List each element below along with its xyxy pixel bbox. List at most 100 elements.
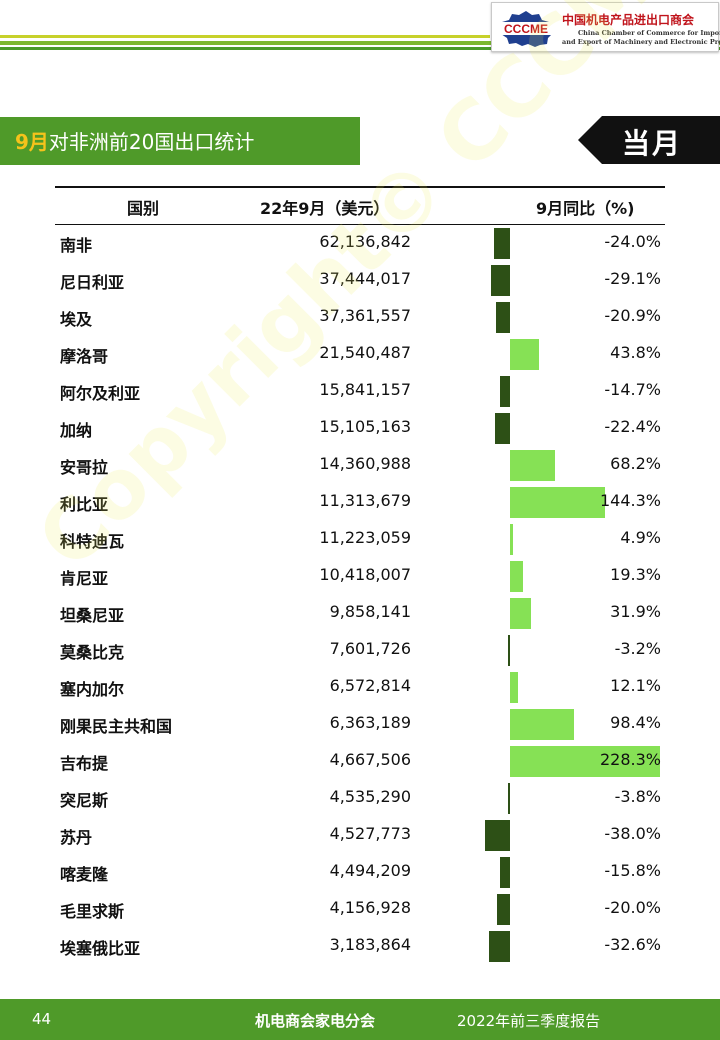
yoy-bar-negative xyxy=(490,265,510,296)
logo-english-line2: and Export of Machinery and Electronic P… xyxy=(562,38,720,46)
table-row: 突尼斯 4,535,290 -3.8% xyxy=(55,780,665,817)
export-value-cell: 7,601,726 xyxy=(329,639,411,658)
yoy-cell: -14.7% xyxy=(604,380,661,399)
country-cell: 南非 xyxy=(60,236,93,255)
table-row: 刚果民主共和国 6,363,189 98.4% xyxy=(55,706,665,743)
footer-report: 2022年前三季度报告 xyxy=(457,1012,601,1030)
table-row: 科特迪瓦 11,223,059 4.9% xyxy=(55,521,665,558)
header-stripe-yellow xyxy=(0,35,490,38)
export-value-cell: 4,667,506 xyxy=(329,750,411,769)
country-cell: 加纳 xyxy=(60,421,93,440)
yoy-cell: 68.2% xyxy=(610,454,661,473)
period-tab-notch xyxy=(578,116,602,164)
yoy-cell: -20.9% xyxy=(604,306,661,325)
table-row: 喀麦隆 4,494,209 -15.8% xyxy=(55,854,665,891)
logo-chinese-name: 中国机电产品进出口商会 xyxy=(562,13,695,27)
yoy-cell: -22.4% xyxy=(604,417,661,436)
export-value-cell: 9,858,141 xyxy=(329,602,411,621)
yoy-cell: -3.8% xyxy=(614,787,661,806)
export-value-cell: 4,156,928 xyxy=(329,898,411,917)
table-row: 尼日利亚 37,444,017 -29.1% xyxy=(55,262,665,299)
header-stripe-dark-green xyxy=(0,47,720,50)
yoy-cell: 12.1% xyxy=(610,676,661,695)
export-value-cell: 4,494,209 xyxy=(329,861,411,880)
country-cell: 肯尼亚 xyxy=(60,569,109,588)
table-row: 利比亚 11,313,679 144.3% xyxy=(55,484,665,521)
yoy-bar-negative xyxy=(496,894,510,925)
country-cell: 莫桑比克 xyxy=(60,643,125,662)
yoy-cell: -15.8% xyxy=(604,861,661,880)
yoy-cell: -29.1% xyxy=(604,269,661,288)
header-yoy: 9月同比（%) xyxy=(536,199,635,218)
yoy-bar-positive xyxy=(510,450,555,481)
yoy-cell: 43.8% xyxy=(610,343,661,362)
country-cell: 吉布提 xyxy=(60,754,109,773)
export-value-cell: 37,444,017 xyxy=(319,269,411,288)
table-row: 埃及 37,361,557 -20.9% xyxy=(55,299,665,336)
cccme-logo: CCCME 中国机电产品进出口商会 China Chamber of Comme… xyxy=(491,2,720,52)
export-value-cell: 15,105,163 xyxy=(319,417,411,436)
table-top-rule xyxy=(55,186,665,188)
yoy-bar-positive xyxy=(510,487,605,518)
country-cell: 苏丹 xyxy=(60,828,93,847)
section-title: 9月对非洲前20国出口统计 xyxy=(15,126,254,155)
title-text: 对非洲前20国出口统计 xyxy=(48,130,255,154)
yoy-bar-positive xyxy=(510,524,514,555)
export-value-cell: 62,136,842 xyxy=(319,232,411,251)
table-row: 塞内加尔 6,572,814 12.1% xyxy=(55,669,665,706)
yoy-cell: 4.9% xyxy=(620,528,661,547)
yoy-cell: 98.4% xyxy=(610,713,661,732)
table-row: 摩洛哥 21,540,487 43.8% xyxy=(55,336,665,373)
yoy-cell: 144.3% xyxy=(599,491,661,510)
export-value-cell: 15,841,157 xyxy=(319,380,411,399)
table-row: 加纳 15,105,163 -22.4% xyxy=(55,410,665,447)
yoy-bar-positive xyxy=(510,709,575,740)
export-value-cell: 21,540,487 xyxy=(319,343,411,362)
yoy-cell: 228.3% xyxy=(599,750,661,769)
yoy-bar-negative xyxy=(485,820,510,851)
footer-org: 机电商会家电分会 xyxy=(255,1012,376,1030)
yoy-bar-negative xyxy=(499,857,510,888)
country-cell: 尼日利亚 xyxy=(60,273,125,292)
country-cell: 利比亚 xyxy=(60,495,109,514)
export-value-cell: 4,535,290 xyxy=(329,787,411,806)
table-row: 阿尔及利亚 15,841,157 -14.7% xyxy=(55,373,665,410)
yoy-cell: 19.3% xyxy=(610,565,661,584)
country-cell: 突尼斯 xyxy=(60,791,109,810)
yoy-cell: -32.6% xyxy=(604,935,661,954)
export-value-cell: 11,223,059 xyxy=(319,528,411,547)
export-value-cell: 11,313,679 xyxy=(319,491,411,510)
logo-english-line1: China Chamber of Commerce for Import xyxy=(578,29,720,37)
yoy-cell: -20.0% xyxy=(604,898,661,917)
export-value-cell: 6,572,814 xyxy=(329,676,411,695)
table-row: 毛里求斯 4,156,928 -20.0% xyxy=(55,891,665,928)
country-cell: 摩洛哥 xyxy=(60,347,109,366)
header-value: 22年9月（美元） xyxy=(260,199,390,218)
table-row: 南非 62,136,842 -24.0% xyxy=(55,225,665,262)
country-cell: 阿尔及利亚 xyxy=(60,384,141,403)
country-cell: 埃及 xyxy=(60,310,93,329)
table-row: 安哥拉 14,360,988 68.2% xyxy=(55,447,665,484)
country-cell: 坦桑尼亚 xyxy=(60,606,125,625)
table-row: 吉布提 4,667,506 228.3% xyxy=(55,743,665,780)
yoy-bar-negative xyxy=(495,413,510,444)
page-number: 44 xyxy=(32,1010,52,1028)
export-value-cell: 10,418,007 xyxy=(319,565,411,584)
title-month: 9月 xyxy=(15,130,49,154)
country-cell: 喀麦隆 xyxy=(60,865,109,884)
table-row: 苏丹 4,527,773 -38.0% xyxy=(55,817,665,854)
section-title-bar: 9月对非洲前20国出口统计 xyxy=(0,117,360,165)
export-value-cell: 14,360,988 xyxy=(319,454,411,473)
yoy-bar-negative xyxy=(507,783,510,814)
yoy-bar-positive xyxy=(510,561,523,592)
country-cell: 安哥拉 xyxy=(60,458,109,477)
period-tab: 当月 xyxy=(578,116,720,164)
yoy-cell: -3.2% xyxy=(614,639,661,658)
footer-bar: 44 机电商会家电分会 2022年前三季度报告 xyxy=(0,999,720,1040)
table-row: 坦桑尼亚 9,858,141 31.9% xyxy=(55,595,665,632)
table-header-rule xyxy=(55,224,665,225)
country-cell: 刚果民主共和国 xyxy=(60,717,173,736)
yoy-bar-negative xyxy=(507,635,510,666)
country-cell: 科特迪瓦 xyxy=(60,532,125,551)
table-row: 莫桑比克 7,601,726 -3.2% xyxy=(55,632,665,669)
